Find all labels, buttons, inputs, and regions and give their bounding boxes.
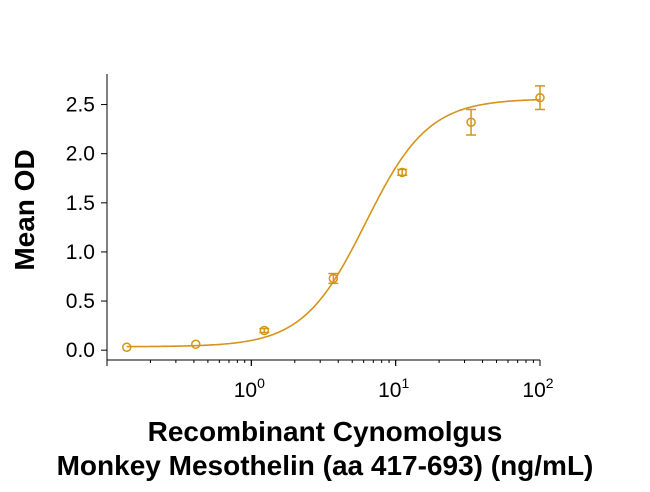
data-points — [121, 85, 545, 352]
x-axis-label-line-2: Monkey Mesothelin (aa 417-693) (ng/mL) — [56, 450, 594, 481]
x-tick-label: 102 — [522, 375, 553, 402]
y-tick-label: 2.0 — [66, 143, 95, 166]
data-point — [466, 117, 476, 127]
x-tick-label: 101 — [378, 375, 409, 402]
data-point — [259, 325, 270, 336]
y-tick-label: 1.0 — [66, 241, 95, 264]
data-point — [397, 167, 407, 178]
y-tick-label: 2.5 — [66, 94, 95, 117]
y-tick-label: 1.5 — [66, 192, 95, 215]
y-tick-label: 0.0 — [66, 339, 95, 362]
fit-curve — [126, 98, 541, 348]
data-point — [328, 273, 339, 284]
x-axis-label-line-1: Recombinant Cynomolgus — [147, 416, 503, 447]
data-point — [121, 342, 132, 352]
data-point — [191, 339, 201, 350]
y-tick-label: 0.5 — [66, 290, 95, 313]
data-point — [535, 92, 545, 103]
y-axis: 0.0 0.5 1.0 1.5 2.0 2.5 — [66, 74, 108, 362]
x-tick-label: 100 — [234, 375, 265, 402]
y-axis-label: Mean OD — [9, 149, 40, 271]
x-axis: 100 101 102 — [106, 359, 554, 402]
